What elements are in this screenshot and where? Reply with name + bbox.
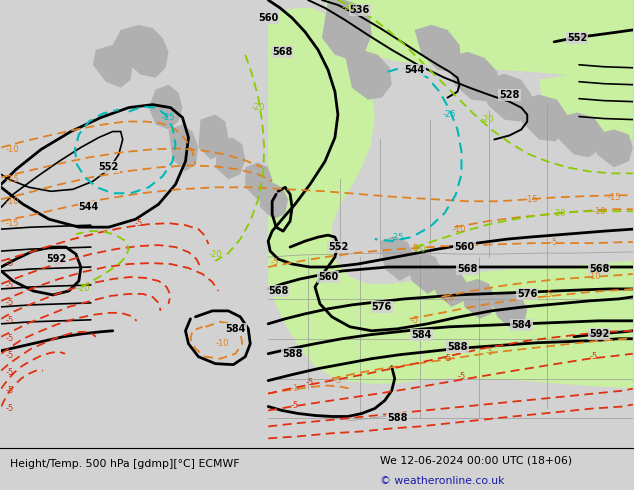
- Text: 592: 592: [46, 254, 66, 264]
- Polygon shape: [325, 0, 633, 80]
- Text: -5: -5: [411, 317, 419, 325]
- Text: 584: 584: [511, 320, 531, 330]
- Text: -10: -10: [453, 224, 466, 234]
- Text: 544: 544: [79, 202, 99, 212]
- Text: -5: -5: [485, 348, 493, 357]
- Text: -5: -5: [5, 298, 13, 307]
- Text: -5: -5: [5, 281, 13, 291]
- Polygon shape: [322, 0, 372, 60]
- Text: -5: -5: [271, 258, 280, 267]
- Text: -20: -20: [552, 209, 566, 218]
- Polygon shape: [462, 279, 495, 319]
- Polygon shape: [557, 113, 604, 157]
- Text: 584: 584: [411, 330, 432, 340]
- Text: -15: -15: [5, 175, 18, 184]
- Text: -5: -5: [134, 219, 143, 228]
- Text: -5: -5: [550, 238, 559, 246]
- Text: -15: -15: [607, 193, 621, 202]
- Text: 568: 568: [457, 264, 477, 274]
- Polygon shape: [489, 292, 527, 329]
- Text: -5: -5: [5, 317, 13, 325]
- Text: -20: -20: [209, 249, 222, 259]
- Text: -25: -25: [162, 113, 175, 122]
- Text: -25: -25: [391, 233, 404, 242]
- Polygon shape: [268, 140, 295, 181]
- Text: -5: -5: [5, 259, 13, 268]
- Text: -5: -5: [457, 372, 465, 381]
- Text: -5: -5: [443, 354, 451, 363]
- Text: -10: -10: [587, 272, 601, 281]
- Text: -5: -5: [5, 334, 13, 343]
- Text: -10: -10: [592, 207, 605, 216]
- Text: -5: -5: [411, 244, 419, 252]
- Text: 560: 560: [258, 13, 278, 23]
- Polygon shape: [113, 25, 169, 78]
- Polygon shape: [268, 8, 633, 389]
- Text: -10: -10: [5, 145, 18, 154]
- Text: 588: 588: [282, 349, 302, 359]
- Polygon shape: [258, 182, 288, 219]
- Text: -15: -15: [524, 195, 538, 204]
- Polygon shape: [539, 68, 633, 140]
- Text: 536: 536: [350, 5, 370, 15]
- Polygon shape: [169, 124, 198, 172]
- Text: -5: -5: [545, 291, 553, 299]
- Polygon shape: [380, 236, 415, 281]
- Text: -20: -20: [252, 103, 265, 112]
- Polygon shape: [404, 252, 443, 294]
- Text: 560: 560: [318, 272, 338, 282]
- Text: 576: 576: [517, 289, 538, 299]
- Polygon shape: [519, 95, 567, 142]
- Text: 588: 588: [447, 342, 468, 352]
- Polygon shape: [198, 115, 228, 159]
- Text: -20: -20: [341, 3, 354, 12]
- Text: 552: 552: [99, 162, 119, 172]
- Polygon shape: [484, 74, 531, 122]
- Polygon shape: [415, 25, 462, 72]
- Polygon shape: [448, 52, 500, 101]
- Text: -5: -5: [291, 401, 299, 410]
- Text: -1: -1: [291, 384, 299, 393]
- Text: © weatheronline.co.uk: © weatheronline.co.uk: [380, 476, 505, 486]
- Text: 568: 568: [589, 264, 609, 274]
- Text: -20: -20: [76, 284, 89, 294]
- Text: We 12-06-2024 00:00 UTC (18+06): We 12-06-2024 00:00 UTC (18+06): [380, 455, 573, 465]
- Text: -20: -20: [413, 245, 427, 254]
- Text: 568: 568: [268, 286, 288, 296]
- Text: -10: -10: [5, 197, 18, 206]
- Text: -20: -20: [481, 115, 494, 124]
- Text: 568: 568: [272, 47, 292, 57]
- Polygon shape: [427, 266, 467, 307]
- Polygon shape: [345, 50, 392, 99]
- Text: 560: 560: [455, 242, 475, 252]
- Polygon shape: [93, 45, 133, 88]
- Text: 528: 528: [499, 90, 519, 99]
- Text: 584: 584: [225, 324, 245, 334]
- Text: -10: -10: [216, 339, 229, 348]
- Text: 552: 552: [328, 242, 348, 252]
- Text: -15: -15: [5, 219, 18, 228]
- Polygon shape: [594, 129, 633, 168]
- Text: -5: -5: [5, 368, 13, 377]
- Polygon shape: [245, 162, 272, 199]
- Text: Height/Temp. 500 hPa [gdmp][°C] ECMWF: Height/Temp. 500 hPa [gdmp][°C] ECMWF: [10, 459, 239, 469]
- Polygon shape: [148, 85, 183, 129]
- Text: 576: 576: [372, 302, 392, 312]
- Text: 588: 588: [387, 414, 408, 423]
- Polygon shape: [216, 138, 245, 179]
- Text: -5: -5: [333, 376, 342, 385]
- Text: -5: -5: [306, 378, 314, 387]
- Text: 544: 544: [404, 65, 425, 75]
- Text: -25: -25: [443, 110, 456, 119]
- Text: 592: 592: [589, 329, 609, 339]
- Text: -5: -5: [5, 404, 13, 413]
- Text: -5: -5: [590, 352, 598, 361]
- Text: -5: -5: [5, 351, 13, 360]
- Text: -5: -5: [5, 386, 13, 395]
- Text: 552: 552: [567, 33, 587, 43]
- Text: -10: -10: [441, 294, 455, 303]
